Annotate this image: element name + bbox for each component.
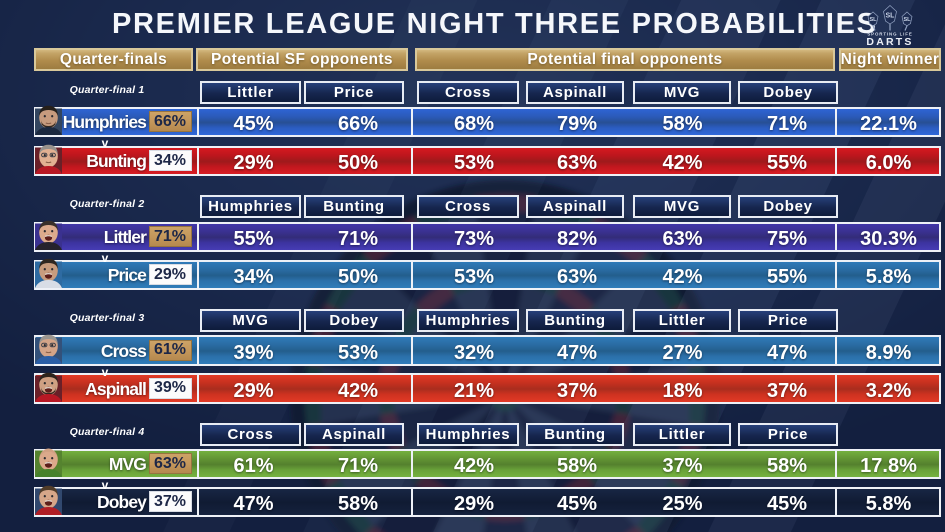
svg-text:SL: SL xyxy=(903,17,911,23)
svg-text:SL: SL xyxy=(886,13,896,20)
svg-text:SPORTING LIFE: SPORTING LIFE xyxy=(867,32,912,37)
svg-text:DARTS: DARTS xyxy=(866,36,913,48)
svg-text:SL: SL xyxy=(869,17,877,23)
